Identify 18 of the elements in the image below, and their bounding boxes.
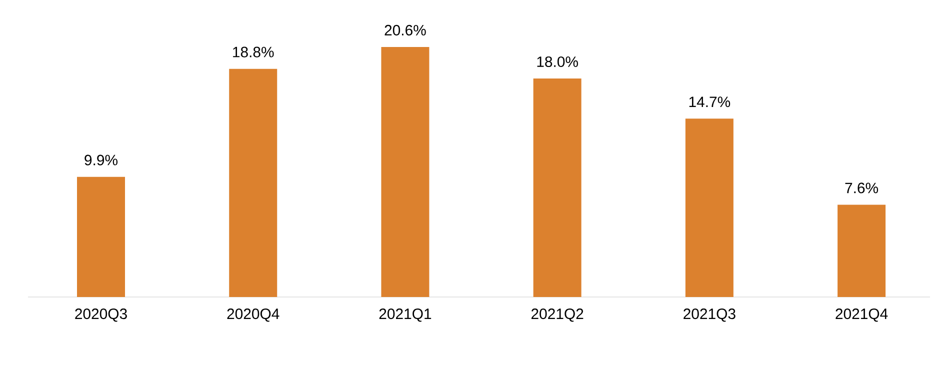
bar — [685, 118, 734, 297]
bar — [533, 78, 582, 297]
x-tick-label: 2021Q2 — [531, 308, 584, 322]
data-label: 18.8% — [233, 46, 274, 58]
data-label: 20.6% — [384, 24, 426, 36]
x-tick-label: 2020Q3 — [75, 308, 127, 322]
bar — [77, 176, 125, 297]
x-tick-label: 2021Q4 — [836, 308, 888, 322]
data-label: 9.9% — [84, 154, 118, 166]
data-label: 18.0% — [537, 56, 578, 68]
x-tick-label: 2021Q3 — [684, 308, 736, 322]
x-tick-label: 2020Q4 — [227, 308, 280, 322]
x-tick-label: 2021Q1 — [379, 308, 432, 322]
data-label: 14.7% — [689, 96, 730, 108]
bar — [229, 68, 278, 297]
data-label: 7.6% — [845, 182, 878, 194]
bar — [381, 46, 430, 297]
bar — [838, 204, 886, 297]
